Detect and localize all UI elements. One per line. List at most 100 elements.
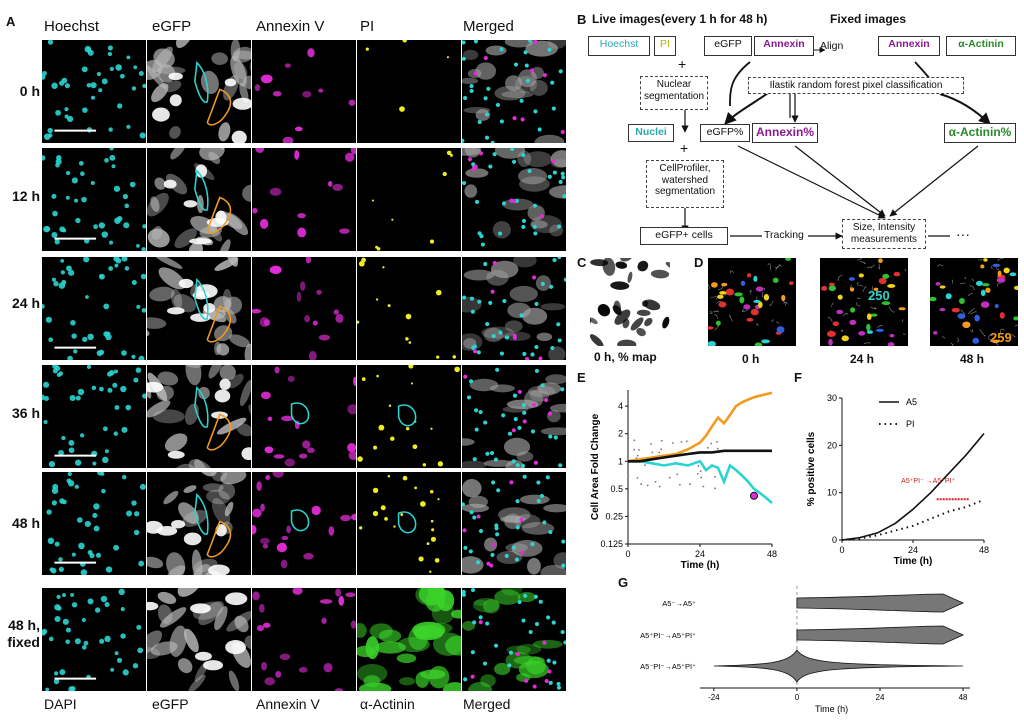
g-row-label-1: A5⁺PI⁻→A5⁺PI⁺ xyxy=(640,631,696,640)
ellipsis: ··· xyxy=(956,226,970,242)
bottom-head-merged: Merged xyxy=(463,696,511,712)
e-bg-point xyxy=(633,448,636,451)
panel-g-letter: G xyxy=(618,575,629,590)
micrograph-r2-c1 xyxy=(147,257,251,360)
micrograph-r0-c4 xyxy=(462,40,566,143)
tracking-image-24h xyxy=(820,258,908,346)
e-ytick-label: 4 xyxy=(618,401,623,411)
box-egfp-pct: eGFP% xyxy=(700,124,750,142)
micrograph-r0-c2 xyxy=(252,40,356,143)
size-intensity-box: Size, Intensity measurements xyxy=(842,219,926,249)
chart-g: -24 0 24 48 Time (h) A5⁻→A5⁺ A5⁺PI⁻→A5⁺PI⁺ A5⁻P… xyxy=(640,586,970,714)
e-xtick-label: 0 xyxy=(625,549,630,559)
nuclear-seg-box: Nuclear segmentation xyxy=(640,76,708,110)
col-head-pi: PI xyxy=(360,18,375,35)
box-nuclei: Nuclei xyxy=(628,124,674,142)
micrograph-r5-c3 xyxy=(357,588,461,691)
row-label-fixed-2: fixed xyxy=(7,634,40,650)
f-ylabel: % positive cells xyxy=(806,431,817,506)
e-bg-point xyxy=(640,483,643,485)
chart-f: 30 20 10 00 24 48 Time (h) % positive cells A5 PI… xyxy=(806,393,989,567)
e-series-line-0 xyxy=(627,391,773,463)
cellprofiler-line1: CellProfiler, xyxy=(659,163,711,174)
live-header: Live images(every 1 h for 48 h) xyxy=(592,12,768,26)
micrograph-r5-c1 xyxy=(147,588,251,691)
e-series-line-1 xyxy=(628,459,773,505)
g-xlabel: Time (h) xyxy=(815,704,848,714)
ilastik-box: Ilastik random forest pixel classificati… xyxy=(748,77,964,94)
e-bg-point xyxy=(650,443,652,445)
d-label-24h: 24 h xyxy=(850,352,875,366)
f-legend-pi: PI xyxy=(906,419,915,429)
micrograph-r1-c0 xyxy=(42,148,146,251)
tracking-image-0h xyxy=(708,258,796,346)
e-bg-point xyxy=(658,485,661,488)
micrograph-r3-c2 xyxy=(252,365,356,468)
box-annexin: Annexin xyxy=(754,36,814,56)
e-bg-point xyxy=(689,483,691,486)
col-head-merged: Merged xyxy=(463,18,514,35)
e-bg-point xyxy=(696,472,699,475)
f-xlabel: Time (h) xyxy=(894,556,933,567)
micrograph-r1-c2 xyxy=(252,148,356,251)
e-bg-point xyxy=(716,440,718,443)
box-annexin-pct: Annexin% xyxy=(752,123,818,143)
e-bg-point xyxy=(660,448,663,451)
f-ytick-label: 30 xyxy=(827,393,837,403)
f-ytick-label: 20 xyxy=(827,440,837,450)
tracking-image-48h xyxy=(930,258,1018,346)
e-bg-point xyxy=(685,440,688,443)
e-ylabel: Cell Area Fold Change xyxy=(590,413,601,520)
micrograph-r5-c0 xyxy=(42,588,146,691)
micrograph-r3-c1 xyxy=(147,365,251,468)
cellprofiler-line2: watershed xyxy=(661,174,709,186)
micrograph-r1-c3 xyxy=(357,148,461,251)
g-row-label-0: A5⁻→A5⁺ xyxy=(662,599,696,608)
box-actinin-pct: α-Actinin% xyxy=(944,123,1016,143)
col-head-hoechst: Hoechst xyxy=(44,18,100,35)
box-pi: PI xyxy=(654,36,676,56)
e-bg-point xyxy=(646,484,649,487)
box-hoechst: Hoechst xyxy=(588,36,650,56)
box-egfp-cells: eGFP+ cells xyxy=(640,227,728,245)
bottom-head-annexin: Annexin V xyxy=(256,696,320,712)
micrograph-r2-c0 xyxy=(42,257,146,360)
micrograph-r2-c4 xyxy=(462,257,566,360)
f-series-line-1 xyxy=(841,498,985,541)
bottom-head-actinin: α-Actinin xyxy=(360,696,415,712)
g-violin-0 xyxy=(796,593,965,613)
panel-b-letter: B xyxy=(577,12,587,27)
f-annotation: A5⁺PI⁻ →A5⁺PI⁺ xyxy=(901,478,955,485)
box-actinin: α-Actinin xyxy=(946,36,1016,56)
micrograph-r2-c2 xyxy=(252,257,356,360)
micrograph-r4-c0 xyxy=(42,472,146,575)
pct-map-image xyxy=(590,258,670,346)
e-bg-point xyxy=(627,474,630,477)
e-bg-point xyxy=(714,487,716,490)
align-label: Align xyxy=(820,40,844,52)
g-xtick-label: 48 xyxy=(959,693,968,702)
e-bg-point xyxy=(710,442,713,445)
f-xtick-label: 0 xyxy=(839,545,844,555)
row-label-fixed-1: 48 h, xyxy=(8,617,40,633)
panel-a-letter: A xyxy=(6,14,16,29)
f-ytick-label: 0 xyxy=(832,535,837,545)
g-xtick-label: 0 xyxy=(795,693,800,702)
e-bg-point xyxy=(716,447,719,450)
micrograph-r5-c2 xyxy=(252,588,356,691)
f-ytick-label: 10 xyxy=(827,488,837,498)
micrograph-r3-c3 xyxy=(357,365,461,468)
micrograph-r0-c3 xyxy=(357,40,461,143)
e-xtick-label: 48 xyxy=(767,549,777,559)
track-id-259: 259 xyxy=(990,330,1012,345)
nuclear-seg-line2: segmentation xyxy=(644,90,705,102)
e-bg-point xyxy=(660,439,663,442)
panel-f-letter: F xyxy=(794,370,802,385)
e-ytick-label: 1 xyxy=(618,456,623,466)
micrograph-r0-c0 xyxy=(42,40,146,143)
box-egfp: eGFP xyxy=(704,36,752,56)
e-bg-point xyxy=(676,473,679,476)
e-bg-point xyxy=(636,454,639,457)
f-xtick-label: 24 xyxy=(908,545,918,555)
e-bg-point xyxy=(678,483,681,486)
